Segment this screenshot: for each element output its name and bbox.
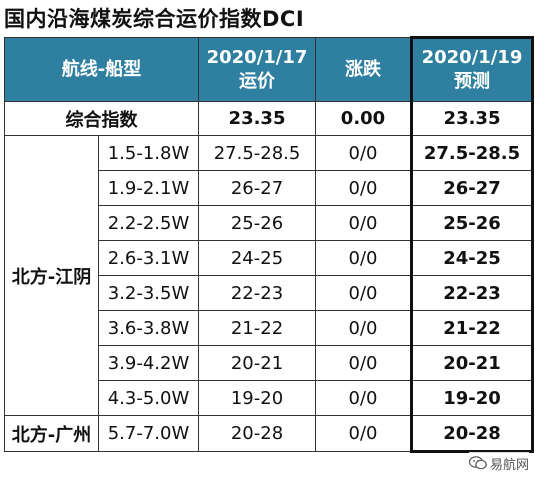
composite-label: 综合指数	[3, 101, 200, 136]
change-cell: 0/0	[315, 170, 413, 206]
forecast-cell: 25-26	[410, 205, 535, 241]
watermark: 易航网	[468, 452, 529, 474]
wechat-icon	[468, 456, 487, 470]
forecast-cell: 20-28	[410, 415, 535, 453]
ship-size-cell: 5.7-7.0W	[97, 415, 200, 452]
price-cell: 25-26	[198, 205, 317, 241]
ship-size-cell: 3.6-3.8W	[97, 310, 200, 346]
price-cell: 27.5-28.5	[198, 135, 317, 171]
ship-size-cell: 4.3-5.0W	[97, 380, 200, 416]
composite-row: 综合指数 23.35 0.00 23.35	[3, 101, 535, 136]
table-row: 3.9-4.2W 20-21 0/0 20-21	[5, 345, 535, 381]
composite-change: 0.00	[315, 101, 413, 136]
ship-size-cell: 2.6-3.1W	[97, 240, 200, 276]
header-forecast: 2020/1/19 预测	[410, 36, 535, 102]
change-cell: 0/0	[315, 310, 413, 346]
change-cell: 0/0	[315, 205, 413, 241]
change-cell: 0/0	[315, 240, 413, 276]
header-change: 涨跌	[315, 37, 413, 102]
change-cell: 0/0	[315, 415, 413, 452]
dci-table: 航线-船型 2020/1/17 运价 涨跌 2020/1/19 预测 综合指数 …	[3, 36, 535, 453]
price-cell: 26-27	[198, 170, 317, 206]
change-cell: 0/0	[315, 380, 413, 416]
table-row: 3.2-3.5W 22-23 0/0 22-23	[5, 275, 535, 311]
price-cell: 21-22	[198, 310, 317, 346]
table-row: 2.2-2.5W 25-26 0/0 25-26	[5, 205, 535, 241]
table-row: 北方-江阴 1.5-1.8W 27.5-28.5 0/0 27.5-28.5	[4, 135, 535, 416]
ship-size-cell: 1.9-2.1W	[97, 170, 200, 206]
change-cell: 0/0	[315, 345, 413, 381]
page-title: 国内沿海煤炭综合运价指数DCI	[4, 7, 305, 31]
price-cell: 24-25	[198, 240, 317, 276]
ship-size-cell: 3.9-4.2W	[97, 345, 200, 381]
table-row: 北方-广州 5.7-7.0W 20-28 0/0 20-28	[4, 415, 535, 453]
price-cell: 22-23	[198, 275, 317, 311]
region-label: 北方-江阴	[4, 135, 99, 416]
table-row: 3.6-3.8W 21-22 0/0 21-22	[5, 310, 535, 346]
header-route-label: 航线-船型	[61, 58, 142, 80]
header-date-forecast: 2020/1/19	[421, 47, 523, 68]
forecast-cell: 22-23	[410, 275, 535, 311]
header-price-label: 运价	[239, 70, 276, 92]
price-cell: 19-20	[198, 380, 317, 416]
price-cell: 20-28	[198, 415, 317, 452]
forecast-cell: 26-27	[410, 170, 535, 206]
forecast-cell: 21-22	[410, 310, 535, 346]
change-cell: 0/0	[315, 275, 413, 311]
header-price: 2020/1/17 运价	[198, 37, 317, 102]
forecast-cell: 24-25	[410, 240, 535, 276]
header-route: 航线-船型	[3, 37, 200, 102]
header-date-current: 2020/1/17	[206, 46, 308, 68]
ship-size-cell: 1.5-1.8W	[97, 135, 200, 171]
watermark-text: 易航网	[489, 457, 529, 473]
change-cell: 0/0	[315, 135, 413, 171]
region-label: 北方-广州	[4, 415, 99, 452]
composite-forecast: 23.35	[410, 101, 535, 136]
header-forecast-label: 预测	[454, 71, 491, 92]
forecast-cell: 19-20	[410, 380, 535, 416]
ship-size-cell: 3.2-3.5W	[97, 275, 200, 311]
price-cell: 20-21	[198, 345, 317, 381]
ship-size-cell: 2.2-2.5W	[97, 205, 200, 241]
composite-price: 23.35	[198, 101, 317, 136]
forecast-cell: 20-21	[410, 345, 535, 381]
forecast-cell: 27.5-28.5	[410, 135, 535, 171]
table-row: 1.9-2.1W 26-27 0/0 26-27	[5, 170, 535, 206]
table-row: 4.3-5.0W 19-20 0/0 19-20	[5, 380, 535, 416]
table-row: 2.6-3.1W 24-25 0/0 24-25	[5, 240, 535, 276]
header-change-label: 涨跌	[345, 58, 382, 80]
